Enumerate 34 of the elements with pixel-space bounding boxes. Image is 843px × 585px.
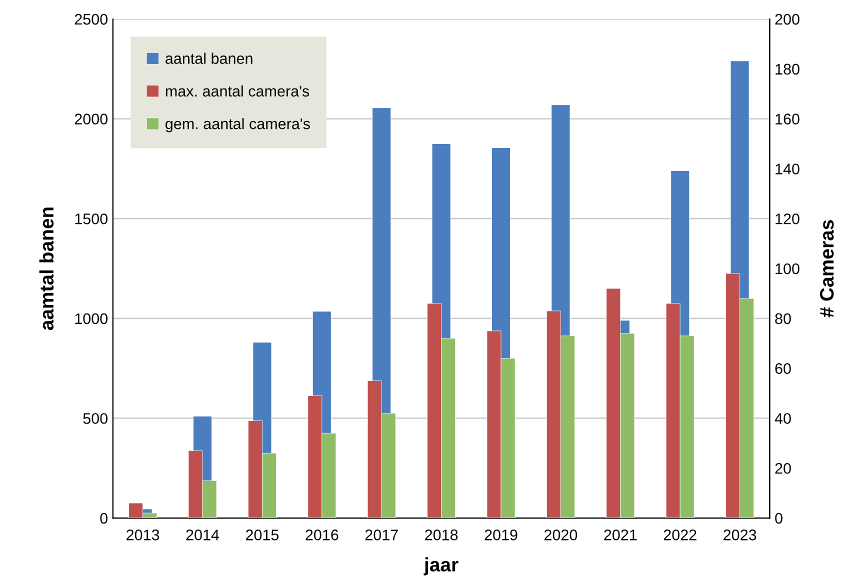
x-tick-label: 2015 [246,530,279,540]
y2-tick-label: 40 [774,413,791,424]
legend-label: aantal banen [166,52,252,64]
y2-tick-label: 180 [776,64,800,75]
y2-tick-label: 100 [776,263,800,274]
y2-tick-label: 120 [776,213,800,224]
y-tick-label: 2000 [74,114,108,124]
x-tick-label: 2023 [724,530,756,540]
x-tick-label: 2016 [306,530,338,540]
legend-label: gem. aantal camera's [166,118,310,132]
y2-tick-label: 160 [776,114,800,124]
x-tick-label: 2013 [126,530,160,540]
y2-tick-label: 140 [776,164,800,174]
y2-tick-label: 200 [775,14,800,25]
y-tick-label: 1000 [75,313,108,324]
y2-tick-label: 20 [775,462,791,474]
y-tick-label: 2500 [74,14,108,25]
x-tick-label: 2018 [425,530,458,540]
y-tick-label: 0 [100,512,108,524]
x-tick-label: 2017 [365,530,398,540]
x-tick-label: 2020 [544,530,578,540]
y2-tick-label: 0 [775,512,782,524]
x-tick-label: 2022 [664,530,696,540]
x-tick-label: 2019 [484,530,518,540]
y2-axis-title: # Cameras [820,220,834,318]
y-tick-label: 1500 [75,213,108,224]
y2-tick-label: 60 [775,363,791,374]
y-tick-label: 500 [83,413,108,424]
y-axis-title: aamtal banen [39,208,54,330]
x-axis-title: jaar [424,557,458,576]
y2-tick-label: 80 [775,313,791,324]
legend-label: max. aantal camera's [166,85,310,97]
x-tick-label: 2014 [186,530,220,540]
x-tick-label: 2021 [604,530,637,540]
